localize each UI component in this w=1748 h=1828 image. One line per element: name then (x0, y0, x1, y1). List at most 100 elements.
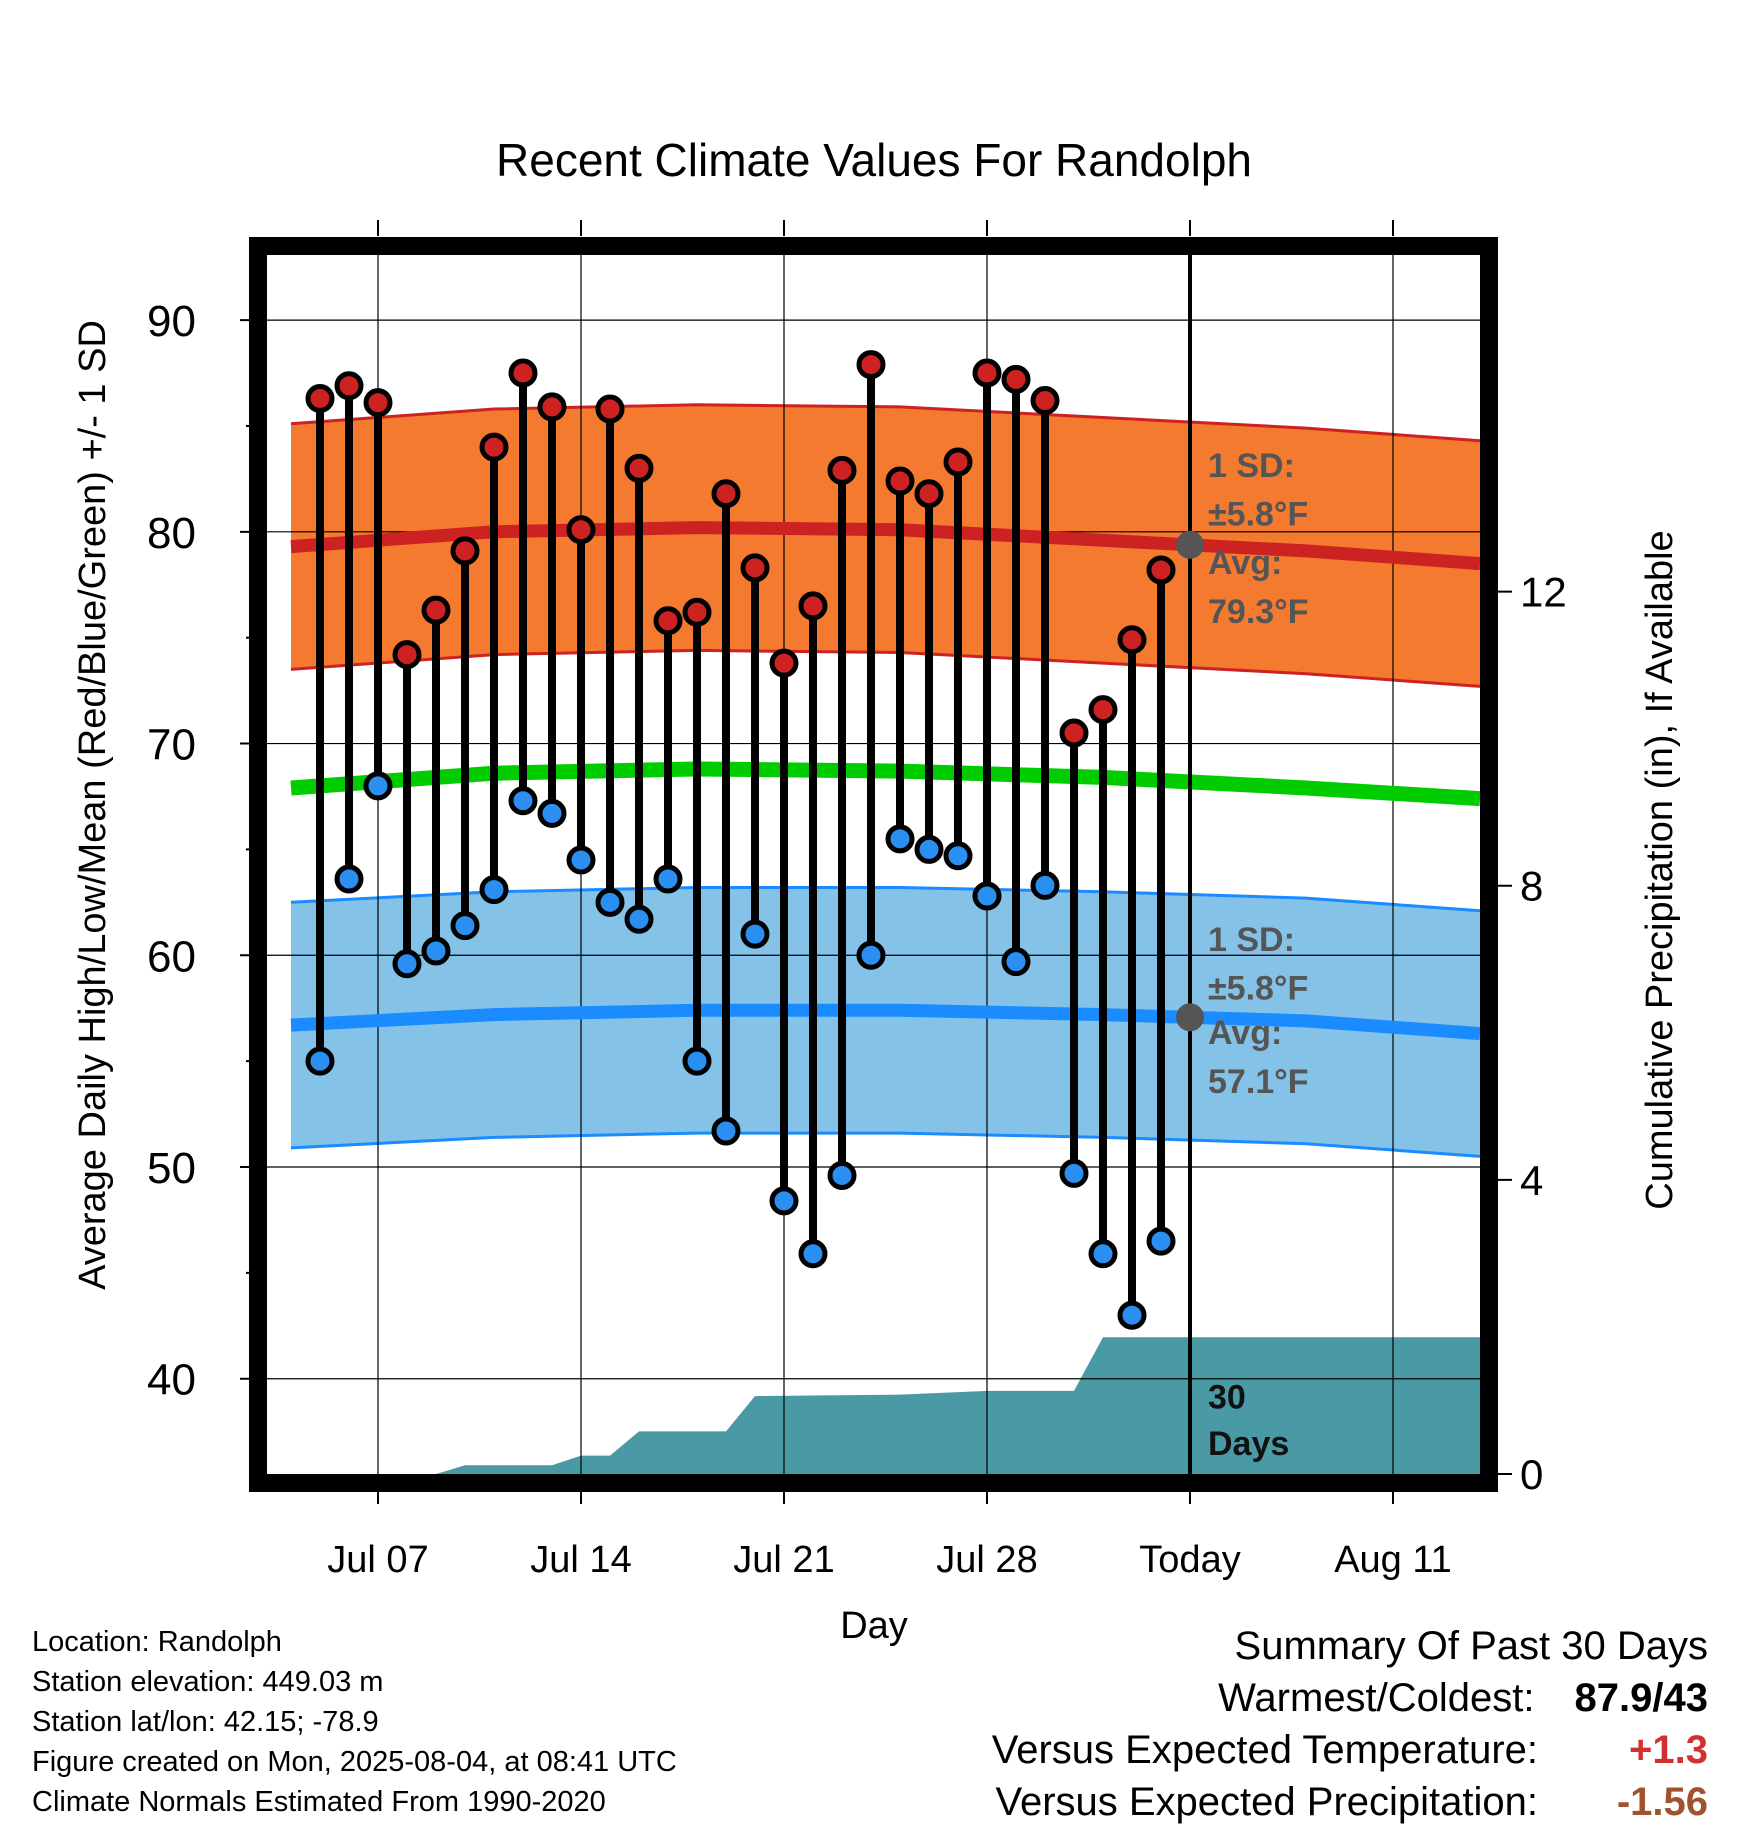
daily-high-point (305, 383, 335, 413)
x-tick-label: Today (1139, 1539, 1240, 1581)
precip-deviation-value: -1.56 (1616, 1780, 1708, 1824)
daily-low-point (421, 936, 451, 966)
high-sd-band-upper-edge (290, 403, 1481, 443)
elevation-text: Station elevation: 449.03 m (32, 1666, 384, 1698)
low-sd-band-lower-edge (290, 1131, 1481, 1158)
precip-deviation-label: Versus Expected Precipitation: (995, 1780, 1538, 1824)
summary-temp-row: Versus Expected Temperature: +1.3 (992, 1724, 1708, 1776)
daily-low-point (885, 824, 915, 854)
daily-low-point (566, 845, 596, 875)
daily-low-point (305, 1046, 335, 1076)
precipitation-area (291, 1337, 1480, 1474)
summary-warmest-row: Warmest/Coldest: 87.9/43 (992, 1672, 1708, 1724)
location-text: Location: Randolph (32, 1626, 282, 1658)
high-avg-label: Avg: (1208, 544, 1282, 582)
low-sd-label: 1 SD: (1208, 921, 1295, 959)
x-tick-label: Jul 28 (936, 1539, 1037, 1581)
plot-area: 1 SD: ±5.8°F Avg: 79.3°F 1 SD: ±5.8°F Avg: 57.1… (147, 220, 1567, 1581)
temp-deviation-value: +1.3 (1629, 1728, 1708, 1772)
daily-low-point (653, 864, 683, 894)
daily-high-point (450, 536, 480, 566)
daily-high-point (595, 394, 625, 424)
daily-high-point (827, 455, 857, 485)
daily-high-point (682, 597, 712, 627)
y-tick-label: 70 (147, 721, 196, 770)
x-tick-label: Aug 11 (1334, 1539, 1452, 1581)
daily-high-point (740, 553, 770, 583)
y2-tick-label: 12 (1520, 569, 1567, 616)
x-tick-label: Jul 14 (530, 1539, 631, 1581)
daily-high-point (1146, 555, 1176, 585)
daily-high-point (914, 479, 944, 509)
daily-low-point (1030, 870, 1060, 900)
low-avg-value: 57.1°F (1208, 1063, 1309, 1101)
y2-axis-title: Cumulative Precipitation (in), If Availa… (1639, 530, 1681, 1209)
normals-text: Climate Normals Estimated From 1990-2020 (32, 1786, 606, 1818)
normal-low-line (290, 1003, 1481, 1041)
daily-high-point (479, 432, 509, 462)
y2-tick-label: 0 (1520, 1451, 1543, 1498)
daily-high-point (566, 515, 596, 545)
daily-low-point (856, 940, 886, 970)
daily-high-point (537, 392, 567, 422)
daily-high-point (653, 606, 683, 636)
normal-mean-line (290, 761, 1481, 807)
daily-low-point (392, 949, 422, 979)
daily-low-point (450, 911, 480, 941)
daily-low-point (827, 1160, 857, 1190)
daily-low-point (943, 841, 973, 871)
daily-low-point (1146, 1226, 1176, 1256)
latlon-text: Station lat/lon: 42.15; -78.9 (32, 1706, 379, 1738)
summary-title: Summary Of Past 30 Days (1234, 1624, 1708, 1668)
low-sd-value: ±5.8°F (1208, 970, 1308, 1008)
daily-low-point (682, 1046, 712, 1076)
x-axis-title: Day (840, 1605, 908, 1647)
y-tick-label: 90 (147, 297, 196, 346)
precip-days-text: Days (1208, 1425, 1289, 1463)
plot-frame (249, 237, 1498, 1492)
daily-low-point (363, 771, 393, 801)
high-avg-value: 79.3°F (1208, 593, 1309, 631)
daily-high-point (508, 358, 538, 388)
y-tick-label: 80 (147, 509, 196, 558)
high-sd-label: 1 SD: (1208, 447, 1295, 485)
station-info: Location: Randolph Station elevation: 44… (32, 1622, 677, 1822)
daily-high-point (1117, 625, 1147, 655)
low-avg-label: Avg: (1208, 1014, 1282, 1052)
warmest-value: 87.9/43 (1574, 1676, 1708, 1720)
today-normal-low-marker (1176, 1003, 1204, 1032)
daily-high-point (1030, 386, 1060, 416)
daily-low-point (711, 1116, 741, 1146)
high-sd-value: ±5.8°F (1208, 495, 1308, 533)
daily-high-point (943, 447, 973, 477)
daily-low-point (1088, 1239, 1118, 1269)
y-axis-title: Average Daily High/Low/Mean (Red/Blue/Gr… (72, 320, 114, 1290)
daily-low-point (740, 919, 770, 949)
daily-high-point (421, 595, 451, 625)
daily-low-point (769, 1186, 799, 1216)
daily-low-point (624, 904, 654, 934)
daily-high-point (1001, 364, 1031, 394)
daily-high-point (856, 350, 886, 380)
daily-low-point (914, 834, 944, 864)
daily-high-point (798, 591, 828, 621)
daily-low-point (595, 887, 625, 917)
daily-high-point (972, 358, 1002, 388)
summary-panel: Summary Of Past 30 Days Warmest/Coldest:… (992, 1620, 1708, 1828)
y-tick-label: 40 (147, 1356, 196, 1405)
daily-low-point (1059, 1158, 1089, 1188)
daily-low-point (479, 875, 509, 905)
daily-high-point (392, 640, 422, 670)
temp-deviation-label: Versus Expected Temperature: (991, 1728, 1538, 1772)
daily-low-point (798, 1239, 828, 1269)
y-tick-label: 60 (147, 932, 196, 981)
daily-low-point (508, 786, 538, 816)
today-normal-high-marker (1176, 530, 1204, 559)
daily-high-point (885, 466, 915, 496)
created-text: Figure created on Mon, 2025-08-04, at 08… (32, 1746, 677, 1778)
daily-high-point (1059, 718, 1089, 748)
y2-tick-label: 4 (1520, 1157, 1543, 1204)
daily-low-point (334, 864, 364, 894)
x-tick-label: Jul 21 (733, 1539, 834, 1581)
